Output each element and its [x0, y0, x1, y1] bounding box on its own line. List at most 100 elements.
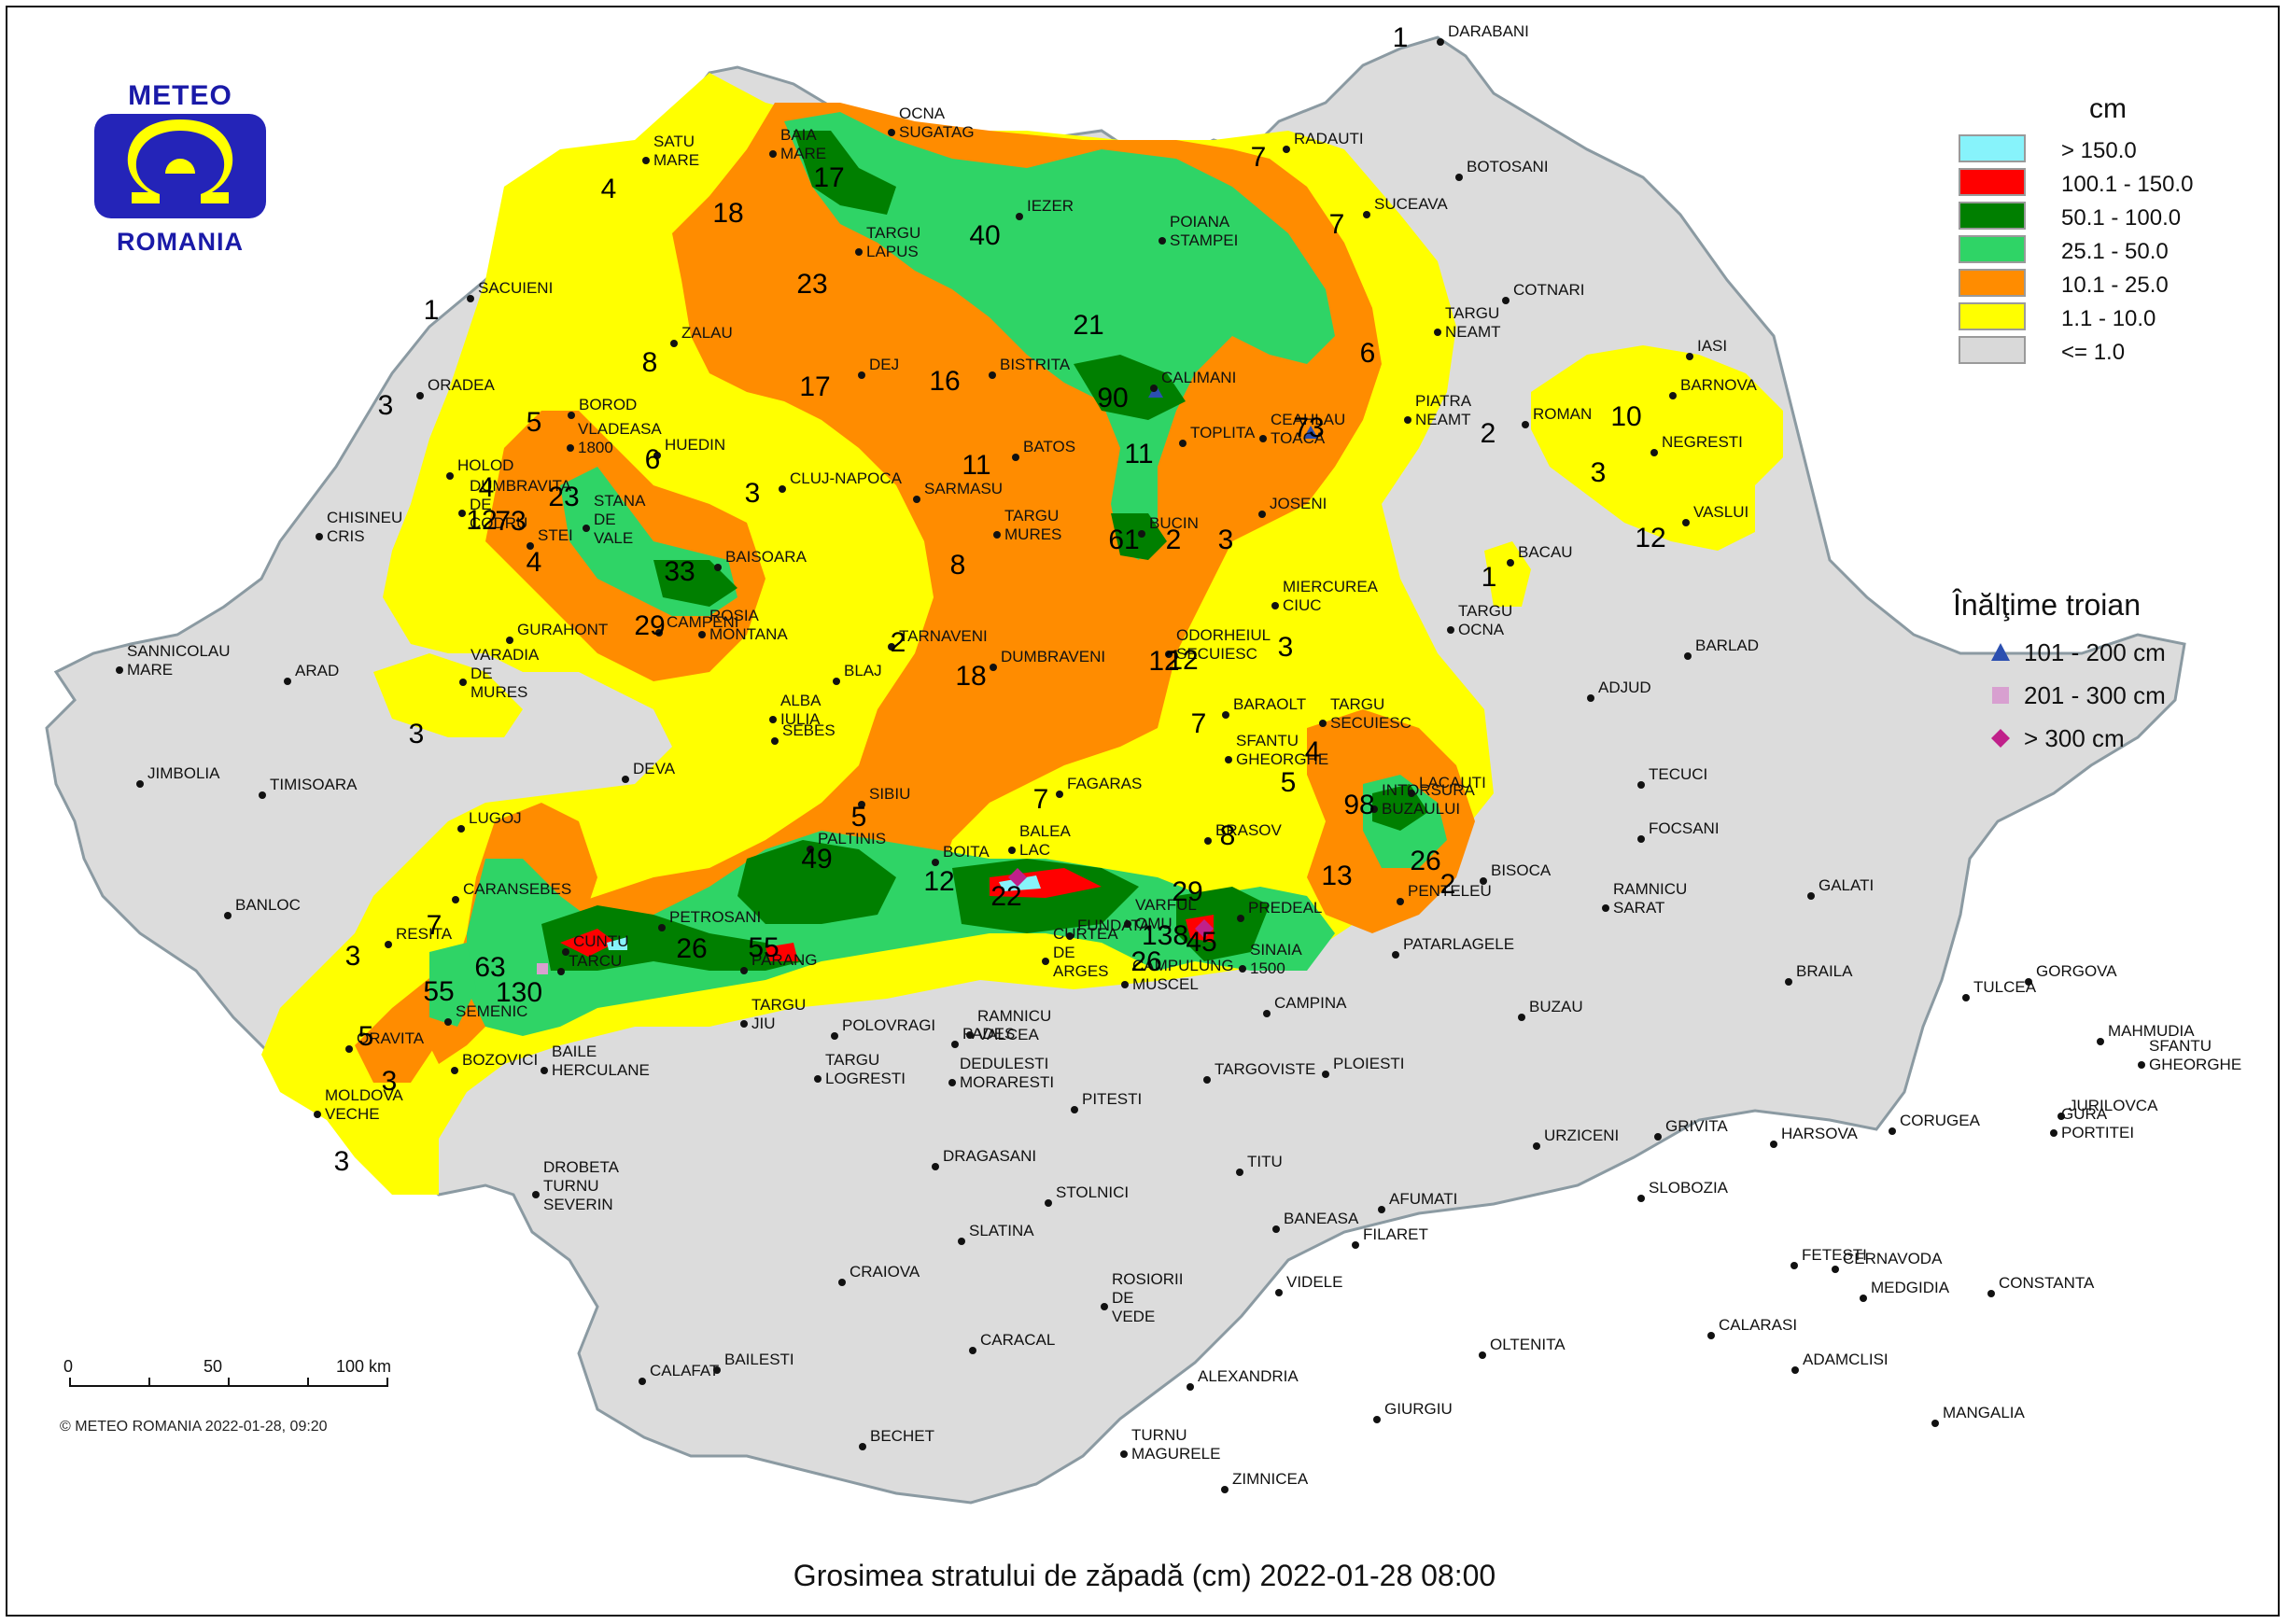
city-dot	[1447, 626, 1454, 634]
city-dot	[1066, 932, 1074, 940]
city-label: STEI	[538, 526, 573, 544]
city-dot	[1204, 837, 1212, 845]
city-label: ORADEA	[428, 376, 495, 394]
snow-depth-value: 16	[929, 366, 960, 397]
city-dot	[1101, 1303, 1108, 1310]
city-label: ROSIA MONTANA	[709, 607, 788, 643]
snow-depth-value: 22	[990, 881, 1021, 912]
city-label: BOITA	[943, 843, 990, 861]
snow-depth-value: 12	[1148, 646, 1179, 677]
snow-depth-value: 26	[676, 933, 707, 964]
map-title: Grosimea stratului de zăpadă (cm) 2022-0…	[793, 1559, 1496, 1592]
city-dot	[1480, 877, 1487, 885]
city-label: SUCEAVA	[1374, 195, 1448, 213]
drift-legend-label: 201 - 300 cm	[2024, 681, 2166, 709]
city-label: NEGRESTI	[1662, 433, 1743, 451]
city-dot	[1650, 449, 1658, 456]
snow-depth-value: 2	[1481, 418, 1496, 449]
city-dot	[567, 444, 574, 452]
city-label: TOPLITA	[1190, 424, 1256, 441]
city-dot	[1071, 1106, 1078, 1113]
city-dot	[459, 679, 467, 686]
drift-diamond-marker	[1195, 919, 1214, 938]
city-label: BARNOVA	[1680, 376, 1758, 394]
city-dot	[859, 1443, 866, 1450]
city-label: INTORSURA BUZAULUI	[1382, 781, 1475, 818]
snow-zone-50-100-fagaras	[737, 840, 1139, 933]
city-label: BISTRITA	[1000, 356, 1071, 373]
city-label: PATARLAGELE	[1403, 935, 1514, 953]
city-dot	[1791, 1366, 1799, 1374]
city-label: CURTEA DE ARGES	[1053, 925, 1118, 980]
city-dot	[855, 248, 863, 256]
legend-label: 1.1 - 10.0	[2061, 306, 2156, 331]
city-label: FOCSANI	[1649, 819, 1720, 837]
snow-depth-value: 29	[1172, 876, 1202, 907]
city-label: TARGU NEAMT	[1445, 304, 1501, 341]
city-label: PITESTI	[1082, 1090, 1142, 1108]
city-label: BECHET	[870, 1427, 934, 1445]
legend-swatch	[1959, 269, 2026, 297]
city-dot	[1225, 756, 1232, 763]
snow-depth-value: 73	[495, 506, 526, 537]
city-dot	[1684, 652, 1692, 660]
city-dot	[1271, 602, 1279, 609]
city-dot	[1012, 454, 1019, 461]
city-dot	[562, 948, 569, 956]
scale-tick	[148, 1378, 150, 1387]
scale-bar: 0 50 100 km	[60, 1357, 414, 1441]
city-label: TARGU OCNA	[1458, 602, 1512, 638]
copyright-text: © METEO ROMANIA 2022-01-28, 09:20	[60, 1419, 328, 1435]
city-label: DEJ	[869, 356, 899, 373]
city-label: CRAIOVA	[850, 1263, 920, 1281]
city-dot	[1832, 1266, 1839, 1273]
city-dot	[1165, 651, 1173, 658]
city-label: TARGOVISTE	[1215, 1060, 1315, 1078]
city-label: TIMISOARA	[270, 776, 358, 793]
city-dot	[1008, 847, 1016, 854]
snow-depth-value: 7	[1329, 209, 1345, 240]
city-dot	[990, 664, 997, 671]
snow-depth-value: 3	[382, 1066, 398, 1097]
city-label: TARGU MURES	[1004, 507, 1061, 543]
city-dot	[779, 485, 786, 493]
snow-depth-value: 55	[748, 932, 779, 963]
snow-depth-value: 63	[474, 952, 505, 983]
city-dot	[858, 801, 865, 808]
city-label: VARFUL OMU	[1135, 896, 1197, 932]
city-dot	[1363, 211, 1370, 218]
city-label: JURILOVCA	[2069, 1097, 2158, 1114]
city-dot	[1042, 958, 1049, 965]
city-dot	[1221, 1486, 1229, 1493]
legend-label: > 150.0	[2061, 138, 2137, 163]
city-dot	[1502, 297, 1510, 304]
city-label: SLATINA	[969, 1222, 1034, 1239]
city-dot	[1397, 898, 1404, 905]
city-label: TARGU JIU	[751, 996, 806, 1032]
snow-depth-value: 8	[950, 550, 966, 581]
city-dot	[2138, 1061, 2145, 1069]
city-label: CAMPULUNG MUSCEL	[1132, 957, 1234, 993]
snow-zone-50-100-apuseni	[653, 560, 737, 607]
city-dot	[1236, 1169, 1243, 1176]
city-label: BRAILA	[1796, 962, 1853, 980]
city-label: ODORHEIUL SECUIESC	[1176, 626, 1271, 663]
city-label: CUNTU	[573, 932, 629, 950]
city-dot	[1392, 951, 1399, 959]
city-dot	[568, 412, 575, 419]
city-label: BALEA LAC	[1019, 822, 1071, 859]
city-dot	[1889, 1127, 1896, 1135]
drift-legend-label: 101 - 200 cm	[2024, 638, 2166, 666]
snow-depth-value: 11	[962, 450, 990, 481]
city-dot	[345, 1045, 353, 1053]
logo-top-text: METEO	[128, 80, 232, 111]
snow-depth-value: 18	[955, 661, 986, 692]
city-dot	[966, 1031, 974, 1039]
city-label: STANA DE VALE	[594, 492, 646, 547]
city-dot	[2057, 1113, 2065, 1120]
snow-depth-value: 17	[813, 162, 844, 193]
snow-depth-value: 13	[1321, 861, 1352, 891]
logo-emblem	[94, 114, 266, 218]
city-label: TARGU LAPUS	[866, 224, 920, 260]
city-label: CORUGEA	[1900, 1112, 1981, 1129]
